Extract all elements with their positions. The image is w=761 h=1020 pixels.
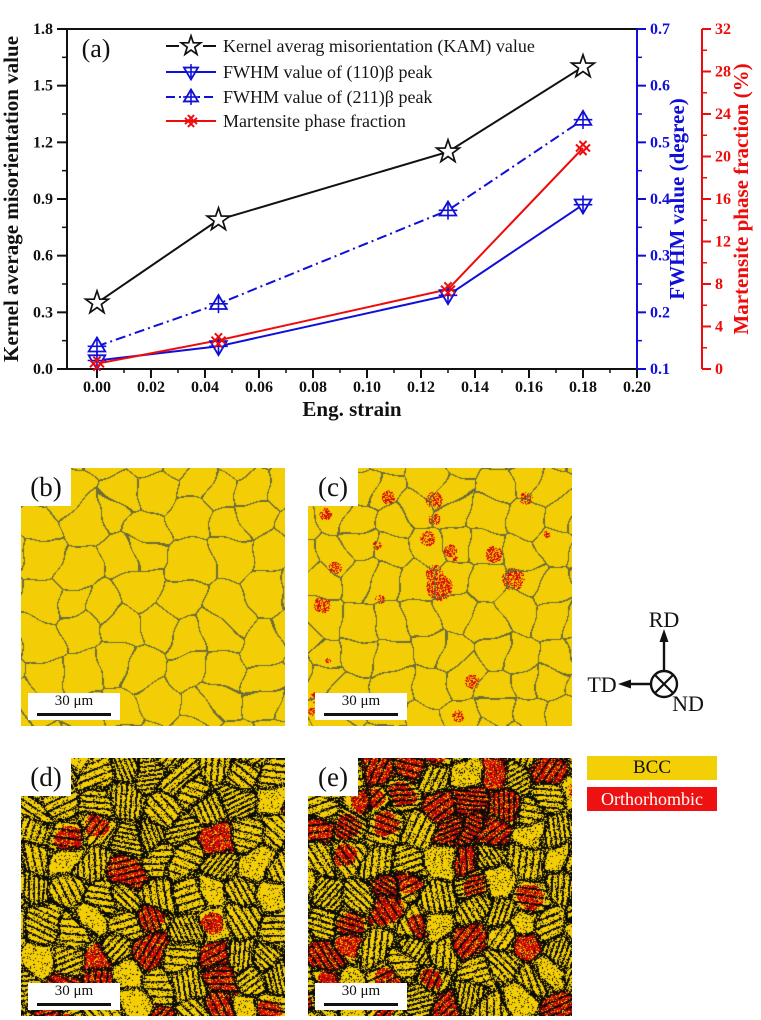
svg-text:(a): (a): [82, 34, 111, 63]
svg-text:24: 24: [715, 106, 731, 123]
panel-label-e: (e): [308, 758, 358, 796]
micrograph-panel-b: (b) 30 μm: [21, 468, 285, 726]
ebsd-phase-map-e: [308, 758, 572, 1016]
svg-text:Eng. strain: Eng. strain: [302, 397, 402, 421]
panel-label-d: (d): [21, 758, 71, 796]
svg-text:32: 32: [715, 21, 731, 38]
svg-text:FWHM value of (211)β peak: FWHM value of (211)β peak: [223, 87, 432, 108]
svg-text:20: 20: [715, 149, 731, 166]
scale-bar-text-d: 30 μm: [54, 983, 94, 999]
micrograph-panel-d: (d) 30 μm: [21, 758, 285, 1016]
svg-text:0.00: 0.00: [83, 379, 111, 396]
scale-bar-line-e: [324, 1003, 398, 1006]
ebsd-phase-map-c: [308, 468, 572, 726]
panel-label-b: (b): [21, 468, 71, 506]
scale-bar-d: 30 μm: [28, 983, 120, 1010]
svg-text:16: 16: [715, 191, 731, 208]
sample-orientation-indicator: RD TD ND: [585, 598, 715, 718]
phase-legend-bcc: BCC: [587, 756, 717, 780]
scale-bar-text-b: 30 μm: [54, 693, 94, 709]
svg-text:0.0: 0.0: [33, 361, 53, 378]
svg-text:28: 28: [715, 64, 731, 81]
svg-text:0.3: 0.3: [650, 248, 670, 265]
nd-axis-label: ND: [672, 691, 704, 716]
scale-bar-e: 30 μm: [315, 983, 407, 1010]
micrograph-panel-c: (c) 30 μm: [308, 468, 572, 726]
ebsd-phase-map-d: [21, 758, 285, 1016]
svg-text:Martensite phase fraction: Martensite phase fraction: [223, 111, 406, 131]
svg-text:0.1: 0.1: [650, 361, 670, 378]
svg-text:Kernel average misorientation: Kernel average misorientation value: [0, 36, 23, 362]
svg-text:0.04: 0.04: [191, 379, 219, 396]
svg-text:0.12: 0.12: [407, 379, 435, 396]
svg-text:0.7: 0.7: [650, 21, 670, 38]
svg-text:1.2: 1.2: [33, 134, 53, 151]
svg-text:8: 8: [715, 276, 723, 293]
scale-bar-line-c: [324, 713, 398, 716]
svg-text:0.10: 0.10: [353, 379, 381, 396]
micrograph-panel-e: (e) 30 μm: [308, 758, 572, 1016]
svg-text:0.3: 0.3: [33, 304, 53, 321]
svg-text:0.9: 0.9: [33, 191, 53, 208]
svg-text:4: 4: [715, 319, 723, 336]
panel-label-c: (c): [308, 468, 358, 506]
scale-bar-c: 30 μm: [315, 693, 407, 720]
scale-bar-line-d: [37, 1003, 111, 1006]
svg-text:FWHM value of (110)β peak: FWHM value of (110)β peak: [223, 62, 432, 83]
ebsd-phase-map-b: [21, 468, 285, 726]
phase-legend: BCC Orthorhombic: [587, 756, 719, 818]
svg-text:0.16: 0.16: [515, 379, 543, 396]
svg-text:12: 12: [715, 234, 731, 251]
scale-bar-text-e: 30 μm: [341, 983, 381, 999]
td-axis-label: TD: [587, 672, 617, 697]
svg-text:0.18: 0.18: [569, 379, 597, 396]
svg-text:0.6: 0.6: [33, 248, 53, 265]
svg-text:0.06: 0.06: [245, 379, 273, 396]
svg-text:0.6: 0.6: [650, 78, 670, 95]
svg-text:0.14: 0.14: [461, 379, 489, 396]
svg-text:Kernel averag misorientation (: Kernel averag misorientation (KAM) value: [223, 36, 535, 57]
phase-legend-orthorhombic: Orthorhombic: [587, 787, 717, 811]
scale-bar-text-c: 30 μm: [341, 693, 381, 709]
svg-text:FWHM value (degree): FWHM value (degree): [665, 98, 689, 299]
svg-text:1.5: 1.5: [33, 78, 53, 95]
rd-axis-label: RD: [648, 607, 680, 632]
svg-text:0.5: 0.5: [650, 134, 670, 151]
scale-bar-line-b: [37, 713, 111, 716]
svg-text:0: 0: [715, 361, 723, 378]
scale-bar-b: 30 μm: [28, 693, 120, 720]
svg-text:0.20: 0.20: [623, 379, 651, 396]
svg-text:0.4: 0.4: [650, 191, 670, 208]
svg-text:0.2: 0.2: [650, 304, 670, 321]
svg-text:Martensite phase fraction (%): Martensite phase fraction (%): [729, 63, 753, 334]
svg-text:0.02: 0.02: [137, 379, 165, 396]
svg-text:0.08: 0.08: [299, 379, 327, 396]
orientation-arrows-icon: [618, 629, 679, 699]
svg-text:1.8: 1.8: [33, 21, 53, 38]
kam-fwhm-martensite-chart: 0.00 0.02 0.04 0.06 0.08 0.10 0.12 0.14 0.16 0.18…: [0, 21, 753, 421]
